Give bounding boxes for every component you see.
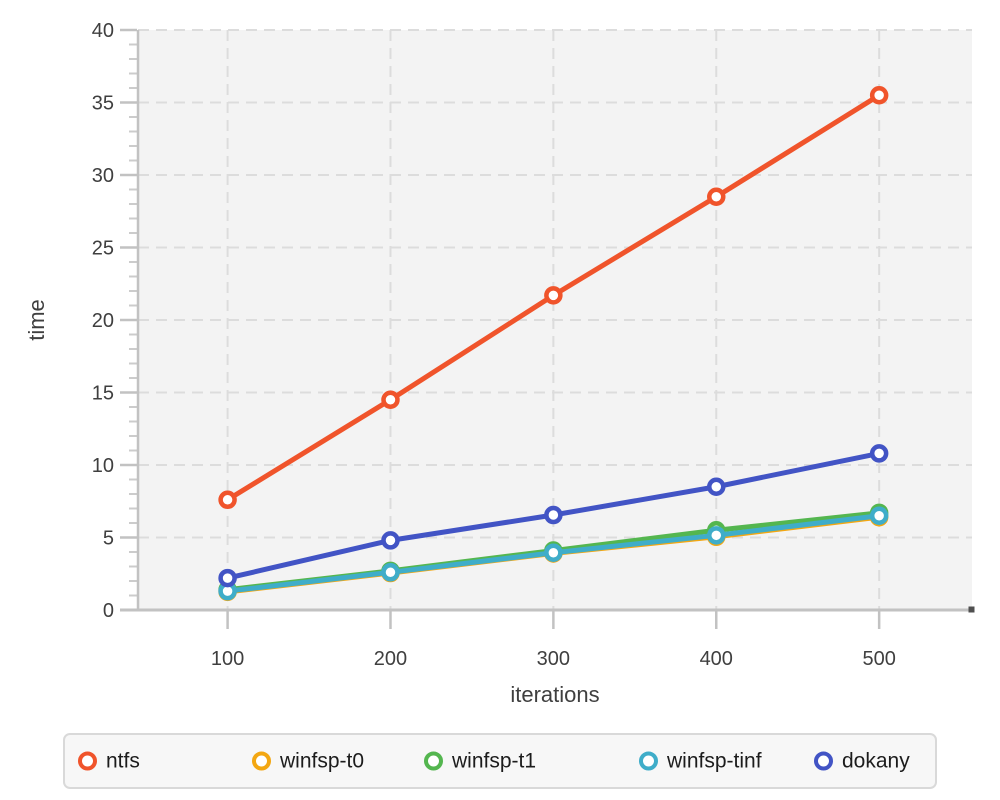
data-point-ntfs: [707, 187, 726, 206]
data-point-winfsp-tinf: [869, 506, 889, 525]
data-point-ntfs: [218, 490, 237, 510]
legend-label: winfsp-t1: [452, 749, 537, 773]
y-tick-label: 40: [92, 20, 114, 42]
y-tick-label: 30: [92, 165, 114, 187]
data-point-winfsp-tinf: [544, 543, 563, 562]
legend-marker-icon: [639, 751, 658, 771]
data-point-winfsp-tinf: [707, 526, 726, 545]
data-point-winfsp-tinf: [381, 563, 400, 582]
data-point-ntfs: [544, 286, 563, 305]
legend-marker-icon: [78, 751, 97, 771]
legend-label: ntfs: [106, 749, 140, 773]
legend-item-dokany: dokany: [814, 751, 910, 772]
legend-item-winfsp-t1: winfsp-t1: [424, 751, 536, 772]
data-point-dokany: [869, 444, 889, 463]
line-chart: 0 5 10 15 20 25 30 35 40 100 200 300 400 500 time ite…: [24, 20, 975, 707]
y-tick-label: 15: [92, 383, 114, 405]
axis-end-cap: [968, 606, 975, 613]
x-axis-title: iterations: [510, 682, 599, 707]
y-tick-label: 20: [92, 310, 114, 332]
legend-label: winfsp-tinf: [667, 749, 762, 773]
data-point-ntfs: [869, 86, 889, 105]
data-point-dokany: [218, 568, 237, 588]
legend-label: winfsp-t0: [280, 749, 365, 773]
y-tick-label: 10: [92, 455, 114, 477]
x-tick-label: 100: [211, 648, 244, 670]
legend-marker-icon: [424, 751, 443, 771]
legend-marker-icon: [252, 751, 271, 771]
x-tick-label: 200: [374, 648, 407, 670]
x-tick-label: 400: [700, 648, 733, 670]
legend-marker-icon: [814, 751, 833, 771]
data-point-dokany: [381, 531, 400, 550]
chart-legend: ntfs winfsp-t0 winfsp-t1 winfsp-tinf dokany: [63, 733, 937, 789]
data-point-ntfs: [381, 390, 400, 409]
legend-item-winfsp-t0: winfsp-t0: [252, 751, 364, 772]
x-tick-label: 300: [537, 648, 570, 670]
y-tick-label: 5: [103, 528, 114, 550]
data-point-dokany: [544, 505, 563, 525]
y-tick-label: 25: [92, 238, 114, 260]
legend-item-ntfs: ntfs: [78, 751, 140, 772]
legend-item-winfsp-tinf: winfsp-tinf: [639, 751, 762, 772]
y-tick-label: 0: [103, 600, 114, 622]
x-tick-label: 500: [862, 648, 895, 670]
data-point-dokany: [707, 477, 726, 496]
y-tick-label: 35: [92, 93, 114, 115]
y-axis-title: time: [24, 299, 49, 341]
legend-label: dokany: [842, 749, 910, 773]
